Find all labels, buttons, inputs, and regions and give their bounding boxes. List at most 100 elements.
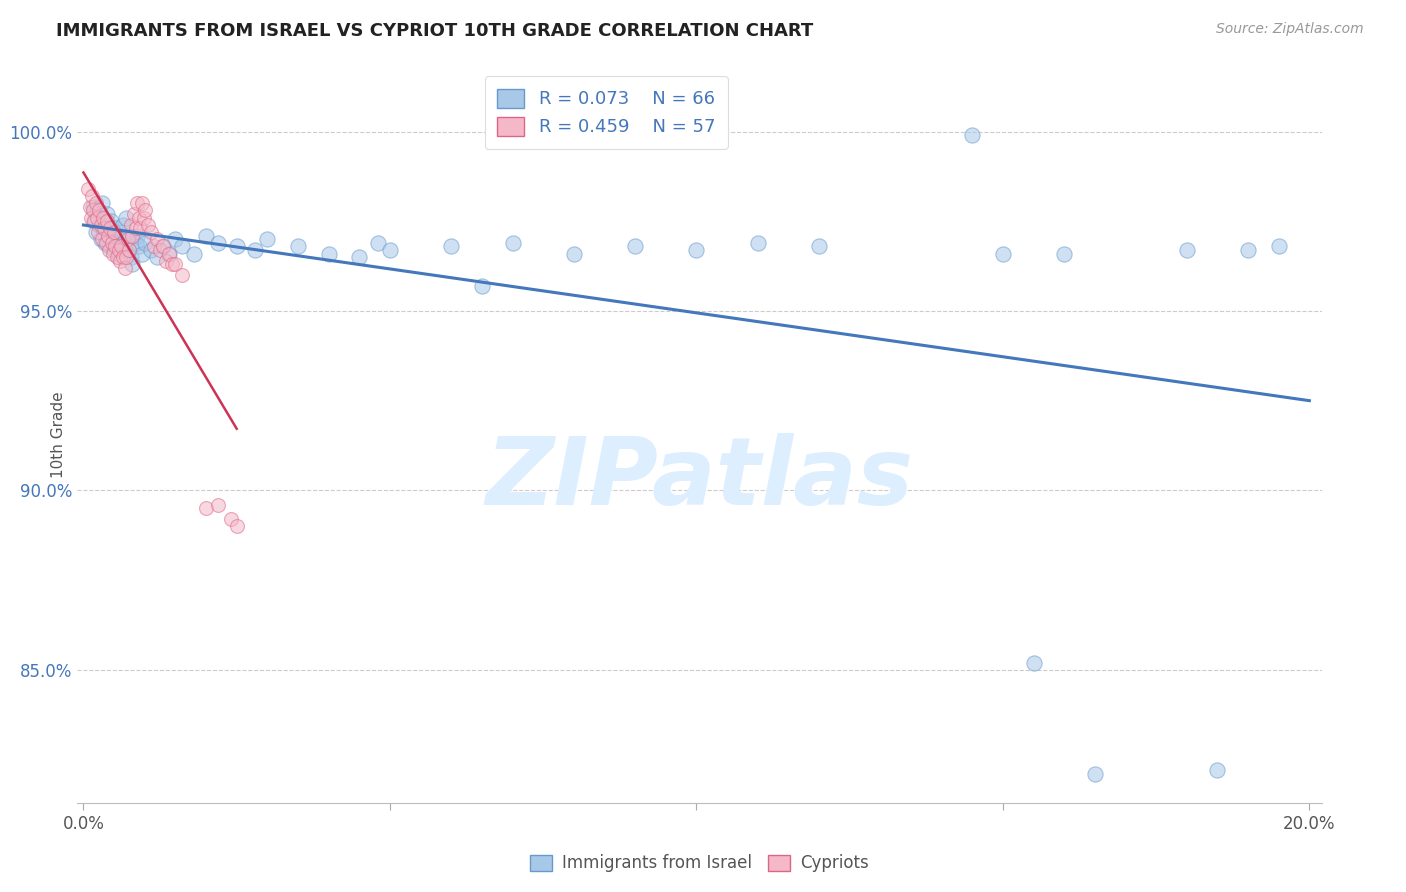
Point <box>127 196 149 211</box>
Point <box>93 221 115 235</box>
Point <box>84 225 107 239</box>
Point <box>134 203 156 218</box>
Point <box>225 519 247 533</box>
Point <box>440 239 463 253</box>
Point <box>97 228 120 243</box>
Point <box>131 196 153 211</box>
Point <box>146 250 169 264</box>
Point <box>100 214 122 228</box>
Point <box>287 239 309 253</box>
Point <box>110 225 132 239</box>
Point <box>256 232 278 246</box>
Point <box>98 243 121 257</box>
Point <box>79 200 101 214</box>
Point <box>114 260 136 275</box>
Point <box>77 182 100 196</box>
Point <box>100 221 122 235</box>
Point <box>96 214 118 228</box>
Point <box>152 239 174 253</box>
Point <box>747 235 769 250</box>
Point <box>155 253 177 268</box>
Point <box>685 243 707 257</box>
Point <box>103 243 125 257</box>
Point <box>157 246 180 260</box>
Point <box>91 221 114 235</box>
Point <box>195 501 218 516</box>
Point <box>115 250 138 264</box>
Point <box>808 239 831 253</box>
Point <box>124 235 146 250</box>
Point <box>349 250 371 264</box>
Point <box>624 239 647 253</box>
Point <box>128 211 150 225</box>
Point <box>112 250 135 264</box>
Text: ZIPatlas: ZIPatlas <box>485 433 914 525</box>
Point <box>142 239 165 253</box>
Point <box>80 211 103 225</box>
Point <box>471 278 494 293</box>
Point <box>121 228 143 243</box>
Point <box>100 235 122 250</box>
Point <box>157 246 180 260</box>
Point <box>101 228 124 243</box>
Point <box>134 235 156 250</box>
Point <box>127 228 149 243</box>
Point <box>105 250 128 264</box>
Point <box>219 512 242 526</box>
Point <box>121 257 143 271</box>
Point <box>105 235 128 250</box>
Point <box>962 128 984 142</box>
Point <box>110 253 132 268</box>
Point <box>94 235 117 250</box>
Point <box>90 196 112 211</box>
Point <box>117 232 139 246</box>
Point <box>118 243 141 257</box>
Point <box>165 257 187 271</box>
Point <box>562 246 585 260</box>
Point <box>108 250 131 264</box>
Point <box>128 221 150 235</box>
Point <box>110 239 132 253</box>
Point <box>90 232 112 246</box>
Point <box>170 268 193 282</box>
Point <box>118 243 141 257</box>
Point <box>90 218 112 232</box>
Point <box>1267 239 1289 253</box>
Point <box>131 246 153 260</box>
Point <box>87 225 110 239</box>
Point <box>170 239 193 253</box>
Point <box>502 235 524 250</box>
Point <box>83 214 105 228</box>
Point <box>120 218 142 232</box>
Point <box>86 203 108 218</box>
Point <box>87 218 110 232</box>
Point <box>110 239 132 253</box>
Point <box>80 189 103 203</box>
Point <box>991 246 1014 260</box>
Point <box>82 200 104 214</box>
Point <box>367 235 389 250</box>
Point <box>243 243 266 257</box>
Point <box>128 239 150 253</box>
Point <box>139 225 162 239</box>
Point <box>108 243 131 257</box>
Point <box>96 207 118 221</box>
Point <box>162 257 184 271</box>
Point <box>183 246 205 260</box>
Point <box>83 214 105 228</box>
Legend: Immigrants from Israel, Cypriots: Immigrants from Israel, Cypriots <box>523 847 876 880</box>
Point <box>318 246 340 260</box>
Point <box>225 239 247 253</box>
Point <box>98 239 121 253</box>
Point <box>94 235 117 250</box>
Point <box>207 235 229 250</box>
Point <box>84 196 107 211</box>
Point <box>103 225 125 239</box>
Point <box>89 203 111 218</box>
Point <box>165 232 187 246</box>
Text: Source: ZipAtlas.com: Source: ZipAtlas.com <box>1216 22 1364 37</box>
Point <box>132 211 155 225</box>
Point <box>146 232 169 246</box>
Point <box>114 232 136 246</box>
Point <box>117 228 139 243</box>
